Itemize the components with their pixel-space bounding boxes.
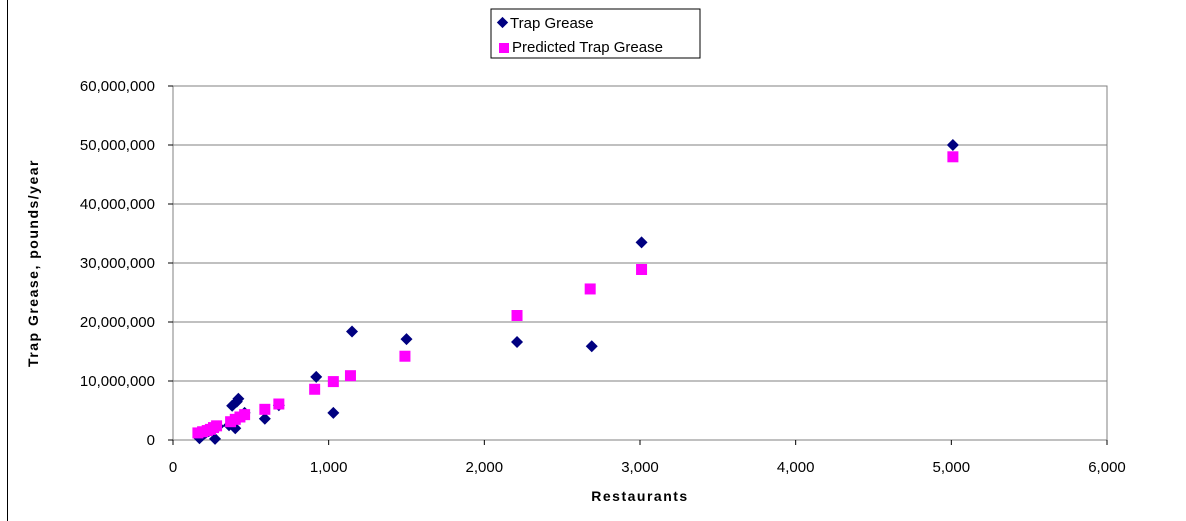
data-point-trap-grease bbox=[635, 236, 648, 249]
data-point-trap-grease bbox=[310, 370, 323, 383]
x-axis-title: Restaurants bbox=[591, 488, 688, 504]
data-point-trap-grease bbox=[232, 392, 245, 405]
data-point-predicted-trap-grease bbox=[239, 409, 251, 421]
data-point-trap-grease bbox=[511, 336, 524, 349]
data-point-predicted-trap-grease bbox=[344, 370, 356, 382]
legend-label-predicted: Predicted Trap Grease bbox=[512, 39, 663, 56]
data-point-trap-grease bbox=[585, 340, 598, 353]
y-tick-label: 20,000,000 bbox=[80, 314, 155, 331]
data-point-predicted-trap-grease bbox=[211, 420, 223, 432]
legend: Trap Grease Predicted Trap Grease bbox=[490, 8, 701, 59]
data-point-trap-grease bbox=[258, 412, 271, 425]
data-point-predicted-trap-grease bbox=[584, 283, 596, 295]
y-tick-label: 30,000,000 bbox=[80, 255, 155, 272]
legend-box bbox=[490, 8, 701, 59]
y-axis: 0 10,000,000 20,000,000 30,000,000 40,000,00… bbox=[80, 78, 173, 449]
data-point-trap-grease bbox=[346, 325, 359, 338]
data-point-predicted-trap-grease bbox=[947, 151, 959, 163]
x-tick-label: 1,000 bbox=[310, 459, 348, 476]
data-point-trap-grease bbox=[327, 406, 340, 419]
y-tick-label: 10,000,000 bbox=[80, 373, 155, 390]
x-tick-label: 4,000 bbox=[777, 459, 815, 476]
y-tick-label: 60,000,000 bbox=[80, 78, 155, 95]
data-point-predicted-trap-grease bbox=[273, 398, 285, 410]
x-tick-label: 5,000 bbox=[933, 459, 971, 476]
legend-label-trap-grease: Trap Grease bbox=[510, 15, 594, 32]
legend-marker-predicted bbox=[499, 43, 509, 53]
y-tick-label: 0 bbox=[147, 432, 155, 449]
x-tick-label: 6,000 bbox=[1088, 459, 1126, 476]
y-axis-title: Trap Grease, pounds/year bbox=[25, 159, 41, 367]
data-point-predicted-trap-grease bbox=[399, 350, 411, 362]
data-point-predicted-trap-grease bbox=[309, 383, 321, 395]
x-tick-label: 3,000 bbox=[621, 459, 659, 476]
data-point-predicted-trap-grease bbox=[636, 263, 648, 275]
data-point-predicted-trap-grease bbox=[259, 403, 271, 415]
y-tick-label: 40,000,000 bbox=[80, 196, 155, 213]
gridlines bbox=[173, 144, 1107, 382]
data-point-trap-grease bbox=[946, 139, 959, 151]
x-axis: 0 1,000 2,000 3,000 4,000 5,000 6,000 bbox=[169, 440, 1126, 476]
data-point-trap-grease bbox=[400, 333, 413, 346]
x-tick-label: 0 bbox=[169, 459, 177, 476]
x-tick-label: 2,000 bbox=[466, 459, 504, 476]
series-layer bbox=[192, 139, 959, 445]
data-point-predicted-trap-grease bbox=[511, 310, 523, 322]
y-tick-label: 50,000,000 bbox=[80, 137, 155, 154]
data-point-predicted-trap-grease bbox=[327, 376, 339, 388]
